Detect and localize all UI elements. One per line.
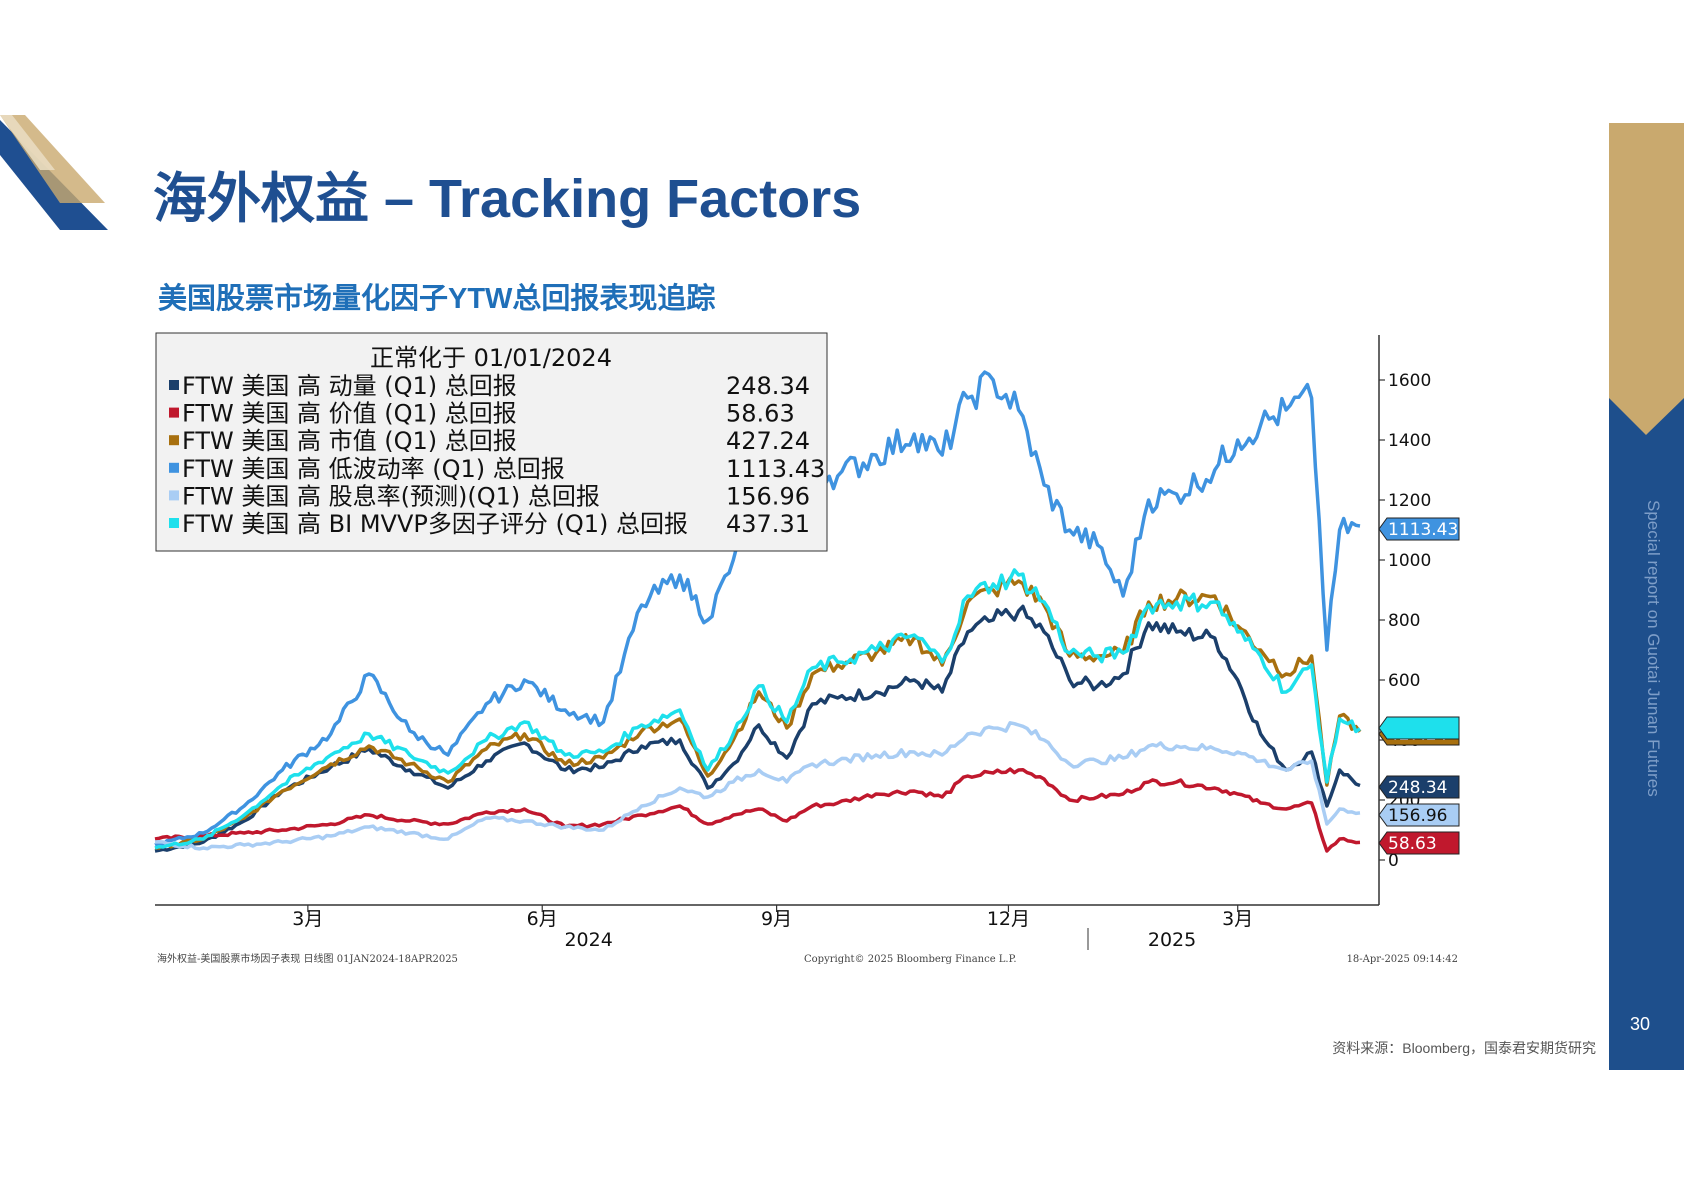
- last-value-tag: [1378, 775, 1460, 799]
- x-tick-label: 3月: [1222, 908, 1253, 930]
- x-tick-layer: 3月 6月 9月 12月 3月 2024 2025: [292, 905, 1253, 951]
- series-layer: [154, 370, 1362, 853]
- legend-series-name: FTW 美国 高 动量 (Q1) 总回报: [182, 372, 517, 400]
- y-tick-label: 1000: [1388, 551, 1431, 571]
- sidebar-vertical-text: Special report on Guotai Junan Futures: [1644, 500, 1663, 797]
- y-tick-label: 1400: [1388, 431, 1431, 451]
- last-value-tag-label: 1113.43: [1388, 520, 1458, 540]
- last-value-tag: [1378, 803, 1460, 827]
- x-tick-label: 3月: [292, 908, 323, 930]
- x-tick-label: 6月: [527, 908, 558, 930]
- legend-series-value: 1113.43: [726, 455, 825, 483]
- right-sidebar: [1609, 123, 1684, 1070]
- chart-subtitle: 美国股票市场量化因子YTW总回报表现追踪: [158, 283, 716, 315]
- legend-rows: FTW 美国 高 动量 (Q1) 总回报 248.34 FTW 美国 高 价值 (Q…: [169, 372, 825, 538]
- legend-swatch: [169, 518, 179, 528]
- legend-series-name: FTW 美国 高 价值 (Q1) 总回报: [182, 400, 517, 428]
- y-tick-label: 1200: [1388, 491, 1431, 511]
- y-tick-label: 1600: [1388, 371, 1431, 391]
- page-number: 30: [1630, 1014, 1651, 1034]
- y-tick-label: 800: [1388, 611, 1420, 631]
- chart-caption: 海外权益-美国股票市场因子表现 日线图 01JAN2024-18APR2025: [157, 952, 458, 965]
- legend-series-name: FTW 美国 高 低波动率 (Q1) 总回报: [182, 455, 565, 483]
- legend-swatch: [169, 380, 179, 390]
- legend: 正常化于 01/01/2024 FTW 美国 高 动量 (Q1) 总回报 248.…: [155, 332, 828, 552]
- last-value-tag-label: 248.34: [1388, 778, 1447, 798]
- last-value-tag: [1378, 716, 1460, 740]
- legend-swatch: [169, 435, 179, 446]
- legend-series-name: FTW 美国 高 股息率(预测)(Q1) 总回报: [182, 482, 600, 510]
- corner-decoration: [0, 115, 108, 230]
- legend-series-name: FTW 美国 高 市值 (Q1) 总回报: [182, 427, 517, 455]
- chart-copyright: Copyright© 2025 Bloomberg Finance L.P.: [804, 954, 1017, 965]
- last-value-tag: [1378, 517, 1460, 541]
- x-year-label: 2024: [564, 929, 612, 951]
- legend-series-value: 427.24: [726, 427, 810, 455]
- series-line-0: [154, 604, 1361, 853]
- legend-swatch: [169, 462, 179, 473]
- legend-box: [155, 332, 828, 552]
- x-tick-label: 9月: [761, 908, 792, 930]
- y-tick-label: 0: [1388, 851, 1399, 871]
- legend-series-value: 156.96: [726, 482, 810, 510]
- last-value-tag-label: 156.96: [1388, 806, 1447, 826]
- last-value-tag-label: 58.63: [1388, 834, 1437, 854]
- last-value-tag: [1378, 831, 1460, 855]
- legend-series-value: 58.63: [726, 400, 795, 428]
- legend-swatch: [169, 490, 179, 501]
- legend-title: 正常化于 01/01/2024: [370, 344, 612, 372]
- sidebar-gold-bookmark: [1609, 123, 1684, 435]
- y-tick-label: 600: [1388, 671, 1420, 691]
- source-note: 资料来源：Bloomberg，国泰君安期货研究: [1332, 1040, 1596, 1056]
- x-tick-label: 12月: [987, 908, 1030, 930]
- series-line-5: [154, 568, 1361, 850]
- page-title: 海外权益 – Tracking Factors: [153, 169, 862, 229]
- legend-series-value: 248.34: [726, 372, 810, 400]
- legend-series-value: 437.31: [726, 510, 810, 538]
- series-line-1: [154, 767, 1361, 853]
- legend-swatch: [169, 407, 179, 418]
- x-year-label: 2025: [1148, 929, 1196, 951]
- series-line-4: [154, 721, 1361, 851]
- chart-timestamp: 18-Apr-2025 09:14:42: [1347, 954, 1458, 965]
- legend-series-name: FTW 美国 高 BI MVVP多因子评分 (Q1) 总回报: [182, 510, 688, 538]
